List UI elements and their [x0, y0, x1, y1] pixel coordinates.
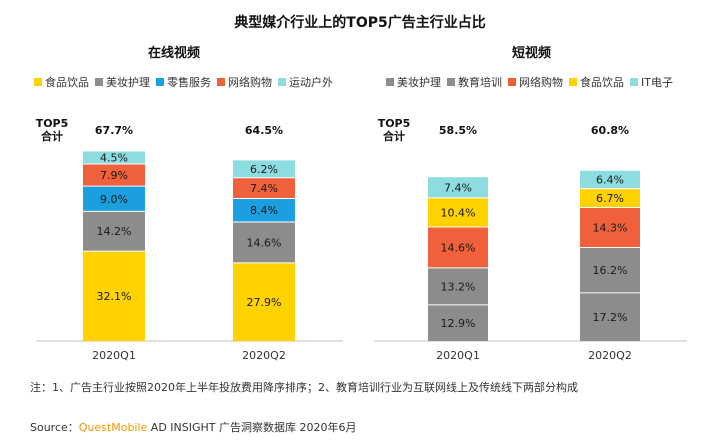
bar-segment — [83, 151, 145, 165]
bar-segment — [580, 207, 640, 248]
data-label: 7.9% — [100, 169, 128, 182]
bar-segment — [83, 186, 145, 212]
legend-label: 美妆护理 — [397, 76, 441, 89]
legend-swatch — [34, 78, 42, 86]
legend-item: 教育培训 — [447, 74, 502, 90]
data-label: 12.9% — [441, 317, 476, 330]
total-value: 67.7% — [95, 124, 133, 137]
data-label: 6.2% — [250, 163, 278, 176]
category-label: 2020Q1 — [92, 349, 136, 362]
legend-online-video: 食品饮品 美妆护理 零售服务 网络购物 运动户外 — [34, 74, 339, 90]
bar-segment — [580, 292, 640, 341]
legend-short-video: 美妆护理 教育培训 网络购物 食品饮品 IT电子 — [386, 74, 679, 90]
legend-item: 零售服务 — [156, 74, 211, 90]
legend-label: 美妆护理 — [106, 76, 150, 89]
total-value: 60.8% — [591, 124, 629, 137]
legend-swatch — [508, 78, 516, 86]
total-caption: 合计 — [383, 129, 405, 143]
bar-segment — [233, 222, 295, 263]
footnote: 注：1、广告主行业按照2020年上半年投放费用降序排序；2、教育培训行业为互联网… — [30, 381, 578, 394]
data-label: 6.4% — [596, 174, 624, 187]
legend-label: 运动户外 — [289, 76, 333, 89]
legend-label: 食品饮品 — [45, 76, 89, 89]
legend-label: 零售服务 — [167, 76, 211, 89]
panel-title-short-video: 短视频 — [512, 46, 552, 61]
legend-label: 网络购物 — [519, 76, 563, 89]
legend-item: IT电子 — [630, 74, 673, 90]
total-value: 58.5% — [439, 124, 477, 137]
legend-swatch — [156, 78, 164, 86]
source-prefix: Source： — [30, 421, 79, 434]
bar-segment — [233, 198, 295, 222]
source-line: Source：QuestMobile AD INSIGHT 广告洞察数据库 20… — [30, 419, 357, 435]
total-caption: TOP5 — [378, 117, 411, 130]
legend-item: 食品饮品 — [34, 74, 89, 90]
bar-segment — [428, 267, 488, 305]
legend-swatch — [569, 78, 577, 86]
legend-item: 网络购物 — [508, 74, 563, 90]
legend-swatch — [447, 78, 455, 86]
bar-segment — [428, 227, 488, 268]
total-caption: TOP5 — [36, 117, 69, 130]
total-value: 64.5% — [245, 124, 283, 137]
data-label: 8.4% — [250, 204, 278, 217]
bar-segment — [580, 247, 640, 293]
legend-item: 网络购物 — [217, 74, 272, 90]
legend-label: IT电子 — [641, 76, 673, 89]
data-label: 17.2% — [593, 311, 628, 324]
bar-segment — [83, 164, 145, 187]
legend-label: 食品饮品 — [580, 76, 624, 89]
data-label: 7.4% — [250, 182, 278, 195]
legend-swatch — [95, 78, 103, 86]
bar-segment — [580, 188, 640, 208]
panel-title-online-video: 在线视频 — [148, 46, 201, 61]
bar-segment — [428, 304, 488, 341]
category-label: 2020Q2 — [242, 349, 286, 362]
bar-segment — [83, 211, 145, 252]
legend-item: 美妆护理 — [386, 74, 441, 90]
bar-segment — [233, 262, 295, 341]
legend-swatch — [386, 78, 394, 86]
legend-label: 网络购物 — [228, 76, 272, 89]
data-label: 14.3% — [593, 221, 628, 234]
data-label: 32.1% — [97, 290, 132, 303]
legend-item: 运动户外 — [278, 74, 333, 90]
data-label: 10.4% — [441, 206, 476, 219]
data-label: 27.9% — [247, 296, 282, 309]
bar-segment — [233, 177, 295, 199]
category-label: 2020Q2 — [588, 349, 632, 362]
legend-swatch — [217, 78, 225, 86]
data-label: 14.6% — [247, 236, 282, 249]
source-suffix: AD INSIGHT 广告洞察数据库 2020年6月 — [147, 421, 357, 434]
bar-segment — [233, 160, 295, 178]
legend-swatch — [278, 78, 286, 86]
bar-segment — [428, 177, 488, 198]
bar-segment — [83, 251, 145, 341]
data-label: 7.4% — [444, 182, 472, 195]
bar-segment — [580, 170, 640, 189]
legend-item: 美妆护理 — [95, 74, 150, 90]
legend-label: 教育培训 — [458, 76, 502, 89]
data-label: 4.5% — [100, 152, 128, 165]
source-brand: QuestMobile — [78, 421, 148, 434]
category-label: 2020Q1 — [436, 349, 480, 362]
data-label: 6.7% — [596, 192, 624, 205]
legend-item: 食品饮品 — [569, 74, 624, 90]
data-label: 14.6% — [441, 241, 476, 254]
total-caption: 合计 — [41, 129, 63, 143]
data-label: 16.2% — [593, 264, 628, 277]
data-label: 14.2% — [97, 225, 132, 238]
chart-main-title: 典型媒介行业上的TOP5广告主行业占比 — [234, 15, 486, 31]
data-label: 9.0% — [100, 193, 128, 206]
bar-segment — [428, 197, 488, 228]
legend-swatch — [630, 78, 638, 86]
data-label: 13.2% — [441, 280, 476, 293]
